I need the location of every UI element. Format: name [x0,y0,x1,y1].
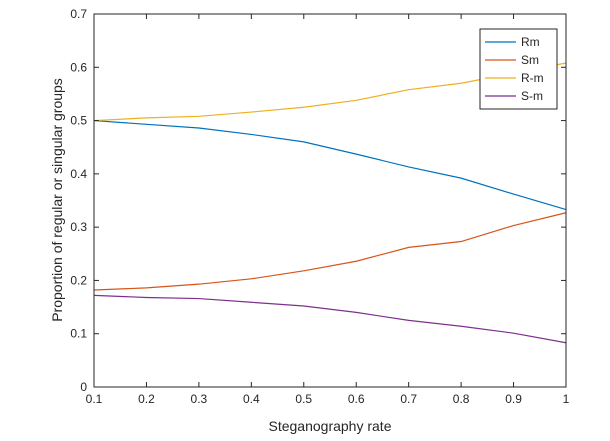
legend-label: Rm [521,35,540,49]
x-tick-label: 0.2 [138,392,155,406]
y-tick-label: 0.1 [70,327,87,341]
x-tick-label: 0.8 [453,392,470,406]
y-tick-label: 0.2 [70,273,87,287]
y-tick-label: 0.6 [70,60,87,74]
x-axis-label: Steganography rate [269,418,392,434]
series-line-rm [93,119,567,211]
x-tick-label: 1 [563,392,570,406]
plot-frame [93,13,567,388]
legend-label: R-m [521,71,544,85]
x-tick-label: 0.3 [191,392,208,406]
legend-label: S-m [521,89,543,103]
x-tick-label: 0.7 [400,392,417,406]
series-line-sm [93,212,567,291]
y-axis-label: Proportion of regular or singular groups [49,78,65,322]
series-line-s-m [93,294,567,344]
legend: Rm Sm R-m S-m [479,28,558,110]
legend-label: Sm [521,53,539,67]
x-tick-label: 0.1 [86,392,103,406]
x-tick-label: 0.4 [243,392,260,406]
y-tick-label: 0.3 [70,220,87,234]
x-tick-label: 0.5 [295,392,312,406]
x-tick-label: 0.9 [505,392,522,406]
y-tick-label: 0.7 [70,7,87,21]
y-tick-label: 0.5 [70,114,87,128]
x-tick-label: 0.6 [348,392,365,406]
x-axis-ticks: 0.1 0.2 0.3 0.4 0.5 0.6 0.7 0.8 0.9 1 [86,14,570,406]
legend-box [479,28,558,110]
y-axis-ticks: 0 0.1 0.2 0.3 0.4 0.5 0.6 0.7 [70,7,566,394]
y-tick-label: 0 [80,380,87,394]
y-tick-label: 0.4 [70,167,87,181]
